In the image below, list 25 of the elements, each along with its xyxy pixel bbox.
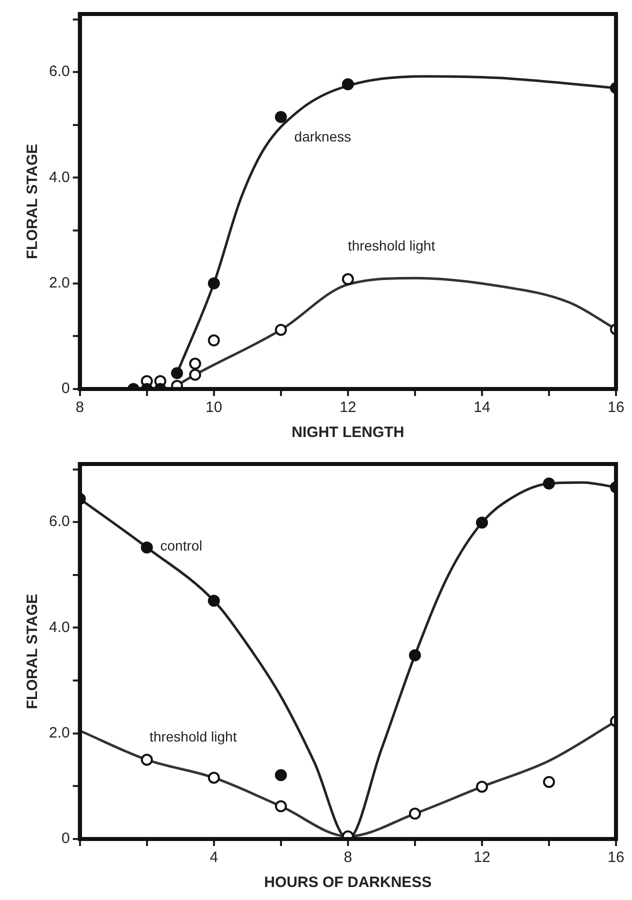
x-tick-label: 12 — [340, 399, 356, 416]
y-tick-label: 4.0 — [48, 168, 70, 186]
x-tick-label: 16 — [608, 399, 624, 416]
y-axis-title: FLORAL STAGE — [24, 144, 42, 260]
x-tick-label: 12 — [474, 849, 490, 866]
y-tick-label: 0 — [62, 830, 70, 848]
y-tick-label: 2.0 — [48, 274, 70, 292]
annotation: darkness — [294, 128, 352, 145]
y-tick-label: 4.0 — [48, 618, 70, 636]
x-tick-label: 14 — [474, 399, 490, 416]
y-tick-label: 2.0 — [48, 724, 70, 742]
x-tick-label: 8 — [76, 399, 84, 416]
annotation: control — [160, 537, 202, 554]
x-tick-label: 8 — [344, 849, 352, 866]
x-axis-title: NIGHT LENGTH — [292, 424, 404, 442]
y-axis-title: FLORAL STAGE — [24, 594, 42, 710]
annotation: threshold light — [348, 237, 436, 254]
x-tick-label: 10 — [206, 399, 222, 416]
y-tick-label: 0 — [62, 380, 70, 398]
x-axis-title: HOURS OF DARKNESS — [264, 874, 432, 892]
annotation: threshold light — [150, 728, 237, 745]
x-tick-label: 16 — [608, 849, 624, 866]
y-tick-label: 6.0 — [48, 513, 70, 530]
x-tick-label: 4 — [210, 849, 218, 866]
y-tick-label: 6.0 — [48, 63, 70, 80]
